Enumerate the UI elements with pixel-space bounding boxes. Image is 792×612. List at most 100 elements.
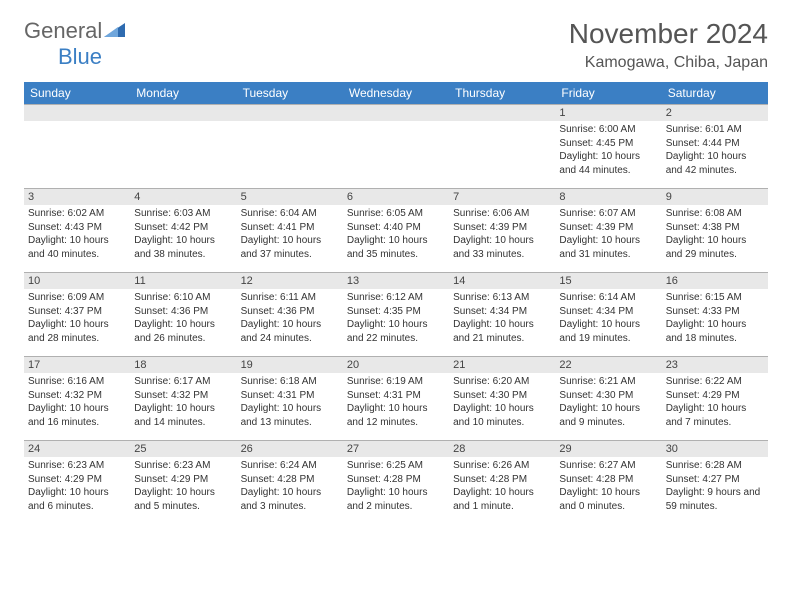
calendar-day-cell: 12Sunrise: 6:11 AMSunset: 4:36 PMDayligh… [237,273,343,357]
calendar-day-cell: 3Sunrise: 6:02 AMSunset: 4:43 PMDaylight… [24,189,130,273]
calendar-day-cell: 21Sunrise: 6:20 AMSunset: 4:30 PMDayligh… [449,357,555,441]
calendar-day-cell: 7Sunrise: 6:06 AMSunset: 4:39 PMDaylight… [449,189,555,273]
weekday-header: Sunday [24,82,130,105]
calendar-empty-cell [237,105,343,189]
day-content: Sunrise: 6:11 AMSunset: 4:36 PMDaylight:… [237,289,343,347]
day-content: Sunrise: 6:18 AMSunset: 4:31 PMDaylight:… [237,373,343,431]
day-content: Sunrise: 6:19 AMSunset: 4:31 PMDaylight:… [343,373,449,431]
day-content: Sunrise: 6:23 AMSunset: 4:29 PMDaylight:… [24,457,130,515]
calendar-day-cell: 22Sunrise: 6:21 AMSunset: 4:30 PMDayligh… [555,357,661,441]
day-content: Sunrise: 6:14 AMSunset: 4:34 PMDaylight:… [555,289,661,347]
calendar-day-cell: 26Sunrise: 6:24 AMSunset: 4:28 PMDayligh… [237,441,343,525]
calendar-day-cell: 2Sunrise: 6:01 AMSunset: 4:44 PMDaylight… [662,105,768,189]
calendar-day-cell: 11Sunrise: 6:10 AMSunset: 4:36 PMDayligh… [130,273,236,357]
day-number: 25 [130,441,236,457]
calendar-empty-cell [24,105,130,189]
day-number: 13 [343,273,449,289]
day-number: 24 [24,441,130,457]
calendar-day-cell: 24Sunrise: 6:23 AMSunset: 4:29 PMDayligh… [24,441,130,525]
month-title: November 2024 [569,18,768,50]
day-content: Sunrise: 6:07 AMSunset: 4:39 PMDaylight:… [555,205,661,263]
calendar-empty-cell [130,105,236,189]
calendar-day-cell: 8Sunrise: 6:07 AMSunset: 4:39 PMDaylight… [555,189,661,273]
day-number: 1 [555,105,661,121]
day-number: 10 [24,273,130,289]
day-content: Sunrise: 6:09 AMSunset: 4:37 PMDaylight:… [24,289,130,347]
title-block: November 2024 Kamogawa, Chiba, Japan [569,18,768,72]
day-content: Sunrise: 6:21 AMSunset: 4:30 PMDaylight:… [555,373,661,431]
day-number: 20 [343,357,449,373]
calendar-week-row: 10Sunrise: 6:09 AMSunset: 4:37 PMDayligh… [24,273,768,357]
weekday-header: Saturday [662,82,768,105]
day-content: Sunrise: 6:22 AMSunset: 4:29 PMDaylight:… [662,373,768,431]
day-number: 5 [237,189,343,205]
calendar-day-cell: 20Sunrise: 6:19 AMSunset: 4:31 PMDayligh… [343,357,449,441]
day-content: Sunrise: 6:04 AMSunset: 4:41 PMDaylight:… [237,205,343,263]
day-content: Sunrise: 6:08 AMSunset: 4:38 PMDaylight:… [662,205,768,263]
day-content: Sunrise: 6:20 AMSunset: 4:30 PMDaylight:… [449,373,555,431]
day-number: 15 [555,273,661,289]
calendar-day-cell: 25Sunrise: 6:23 AMSunset: 4:29 PMDayligh… [130,441,236,525]
calendar-day-cell: 28Sunrise: 6:26 AMSunset: 4:28 PMDayligh… [449,441,555,525]
logo-text-general: General [24,18,102,44]
logo: General [24,18,128,44]
day-number: 14 [449,273,555,289]
day-number: 6 [343,189,449,205]
day-number: 27 [343,441,449,457]
day-number: 22 [555,357,661,373]
day-number: 28 [449,441,555,457]
weekday-header: Tuesday [237,82,343,105]
day-content: Sunrise: 6:27 AMSunset: 4:28 PMDaylight:… [555,457,661,515]
day-content: Sunrise: 6:05 AMSunset: 4:40 PMDaylight:… [343,205,449,263]
day-number: 8 [555,189,661,205]
calendar-day-cell: 15Sunrise: 6:14 AMSunset: 4:34 PMDayligh… [555,273,661,357]
day-content: Sunrise: 6:26 AMSunset: 4:28 PMDaylight:… [449,457,555,515]
day-number: 4 [130,189,236,205]
day-number: 21 [449,357,555,373]
calendar-day-cell: 5Sunrise: 6:04 AMSunset: 4:41 PMDaylight… [237,189,343,273]
day-content: Sunrise: 6:13 AMSunset: 4:34 PMDaylight:… [449,289,555,347]
calendar-week-row: 24Sunrise: 6:23 AMSunset: 4:29 PMDayligh… [24,441,768,525]
calendar-day-cell: 10Sunrise: 6:09 AMSunset: 4:37 PMDayligh… [24,273,130,357]
weekday-header: Wednesday [343,82,449,105]
day-content: Sunrise: 6:17 AMSunset: 4:32 PMDaylight:… [130,373,236,431]
location: Kamogawa, Chiba, Japan [569,54,768,72]
weekday-header-row: SundayMondayTuesdayWednesdayThursdayFrid… [24,82,768,105]
calendar-day-cell: 16Sunrise: 6:15 AMSunset: 4:33 PMDayligh… [662,273,768,357]
calendar-empty-cell [449,105,555,189]
day-content: Sunrise: 6:28 AMSunset: 4:27 PMDaylight:… [662,457,768,515]
logo-triangle-icon [104,20,126,43]
day-number [449,105,555,121]
calendar-day-cell: 4Sunrise: 6:03 AMSunset: 4:42 PMDaylight… [130,189,236,273]
day-content: Sunrise: 6:16 AMSunset: 4:32 PMDaylight:… [24,373,130,431]
calendar-day-cell: 17Sunrise: 6:16 AMSunset: 4:32 PMDayligh… [24,357,130,441]
header: General November 2024 Kamogawa, Chiba, J… [24,18,768,72]
calendar-table: SundayMondayTuesdayWednesdayThursdayFrid… [24,82,768,525]
calendar-day-cell: 9Sunrise: 6:08 AMSunset: 4:38 PMDaylight… [662,189,768,273]
weekday-header: Monday [130,82,236,105]
day-content: Sunrise: 6:03 AMSunset: 4:42 PMDaylight:… [130,205,236,263]
day-number: 19 [237,357,343,373]
day-number [237,105,343,121]
logo-blue-row: Blue [24,44,102,70]
calendar-day-cell: 1Sunrise: 6:00 AMSunset: 4:45 PMDaylight… [555,105,661,189]
calendar-day-cell: 18Sunrise: 6:17 AMSunset: 4:32 PMDayligh… [130,357,236,441]
calendar-week-row: 1Sunrise: 6:00 AMSunset: 4:45 PMDaylight… [24,105,768,189]
day-content: Sunrise: 6:25 AMSunset: 4:28 PMDaylight:… [343,457,449,515]
day-number: 11 [130,273,236,289]
day-number: 29 [555,441,661,457]
day-number: 23 [662,357,768,373]
day-content: Sunrise: 6:15 AMSunset: 4:33 PMDaylight:… [662,289,768,347]
weekday-header: Friday [555,82,661,105]
day-content: Sunrise: 6:02 AMSunset: 4:43 PMDaylight:… [24,205,130,263]
day-number [130,105,236,121]
calendar-week-row: 3Sunrise: 6:02 AMSunset: 4:43 PMDaylight… [24,189,768,273]
weekday-header: Thursday [449,82,555,105]
day-content: Sunrise: 6:23 AMSunset: 4:29 PMDaylight:… [130,457,236,515]
calendar-day-cell: 19Sunrise: 6:18 AMSunset: 4:31 PMDayligh… [237,357,343,441]
day-number: 9 [662,189,768,205]
calendar-day-cell: 27Sunrise: 6:25 AMSunset: 4:28 PMDayligh… [343,441,449,525]
calendar-day-cell: 13Sunrise: 6:12 AMSunset: 4:35 PMDayligh… [343,273,449,357]
day-content: Sunrise: 6:10 AMSunset: 4:36 PMDaylight:… [130,289,236,347]
day-number: 16 [662,273,768,289]
